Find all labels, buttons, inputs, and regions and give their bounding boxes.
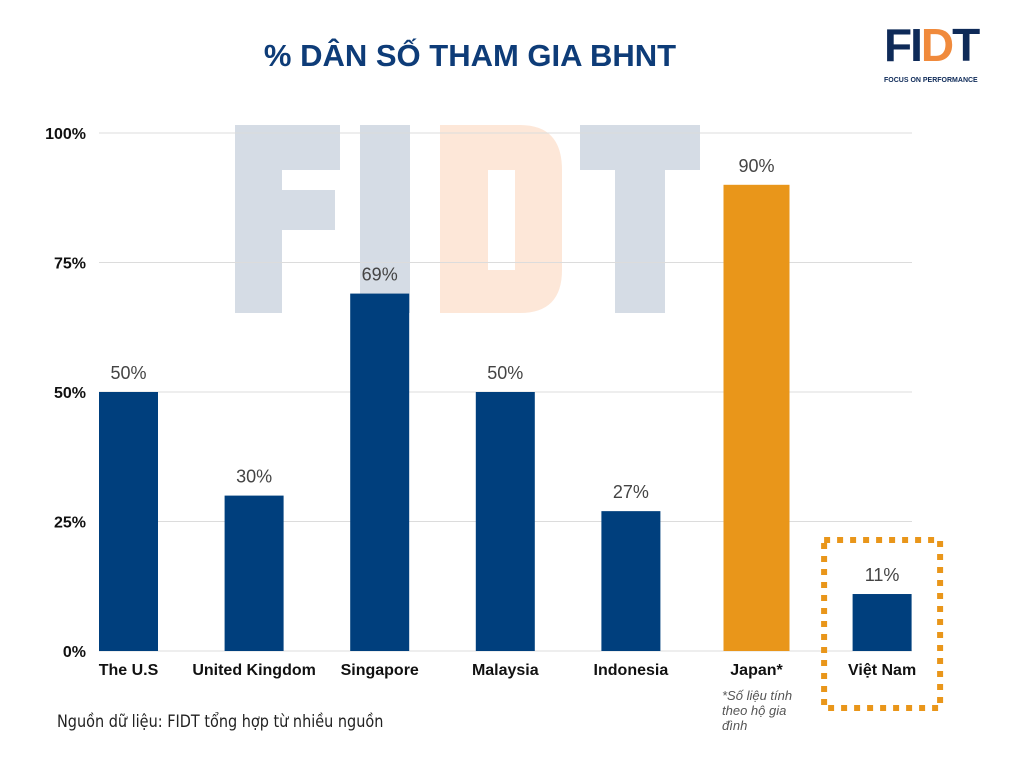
x-tick-label: Japan* bbox=[730, 662, 783, 679]
logo-tagline: FOCUS ON PERFORMANCE bbox=[884, 77, 978, 84]
watermark-t-stem bbox=[615, 125, 665, 313]
y-tick-label: 100% bbox=[45, 126, 86, 143]
x-tick-label: Malaysia bbox=[472, 662, 539, 679]
bar bbox=[601, 511, 661, 651]
y-tick-label: 75% bbox=[54, 256, 86, 273]
data-label: 30% bbox=[236, 467, 272, 487]
chart-title: % DÂN SỐ THAM GIA BHNT bbox=[263, 38, 677, 73]
y-tick-label: 0% bbox=[63, 644, 86, 661]
x-tick-label: Indonesia bbox=[594, 662, 669, 679]
bar bbox=[350, 293, 410, 651]
data-label: 27% bbox=[613, 482, 649, 502]
watermark-i bbox=[360, 125, 410, 313]
japan-footnote: *Số liệu tính theo hộ gia đình bbox=[722, 688, 793, 733]
y-tick-label: 50% bbox=[54, 385, 86, 402]
highlight-box bbox=[821, 537, 944, 711]
bar bbox=[723, 184, 790, 652]
x-tick-label: United Kingdom bbox=[192, 662, 316, 679]
data-label: 50% bbox=[110, 363, 146, 383]
x-tick-label: The U.S bbox=[99, 662, 159, 679]
watermark-f-mid bbox=[235, 190, 335, 230]
fidt-logo: FIDT FOCUS ON PERFORMANCE bbox=[884, 22, 1004, 85]
x-tick-label: Việt Nam bbox=[848, 662, 916, 679]
bar bbox=[852, 594, 912, 651]
data-label: 69% bbox=[362, 265, 398, 285]
data-label: 90% bbox=[738, 156, 774, 176]
bar bbox=[475, 392, 535, 651]
bar bbox=[224, 495, 284, 651]
data-label: 11% bbox=[865, 565, 900, 585]
logo-wordmark: FIDT bbox=[884, 19, 980, 71]
bar bbox=[99, 392, 158, 651]
x-tick-label: Singapore bbox=[341, 662, 419, 679]
data-label: 50% bbox=[487, 363, 523, 383]
y-tick-label: 25% bbox=[54, 515, 86, 532]
watermark-d bbox=[440, 125, 562, 313]
source-note: Nguồn dữ liệu: FIDT tổng hợp từ nhiều ng… bbox=[57, 712, 384, 732]
